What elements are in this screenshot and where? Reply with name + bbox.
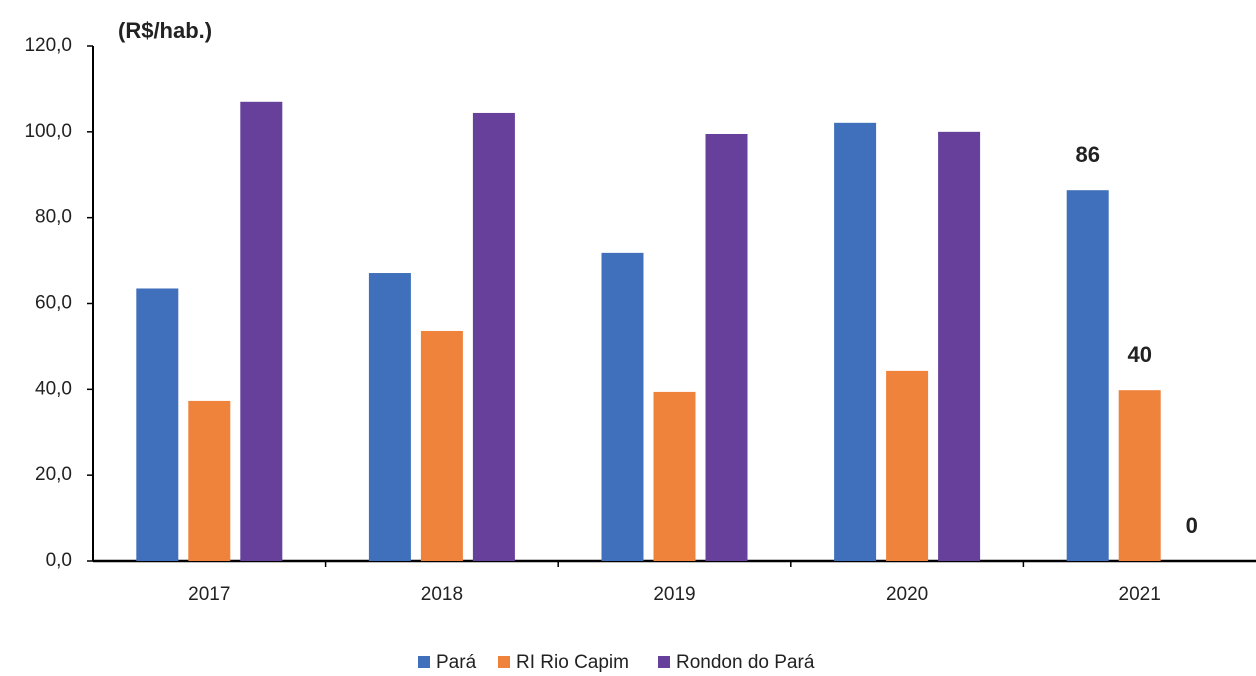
data-label: 40: [1127, 342, 1151, 367]
legend-label: RI Rio Capim: [516, 652, 629, 673]
y-tick-label: 40,0: [35, 378, 72, 399]
bar: [472, 112, 515, 561]
legend-swatch: [498, 656, 510, 668]
y-tick-label: 120,0: [24, 35, 72, 56]
bar: [240, 101, 283, 562]
bar: [653, 391, 696, 561]
y-tick-label: 0,0: [46, 550, 72, 571]
bar: [368, 273, 411, 561]
legend-label: Rondon do Pará: [676, 652, 815, 673]
x-tick-label: 2017: [188, 584, 230, 605]
data-label: 0: [1186, 513, 1198, 538]
bar: [834, 122, 877, 561]
y-tick-label: 20,0: [35, 464, 72, 485]
legend-swatch: [418, 656, 430, 668]
bar: [420, 330, 463, 561]
y-tick-label: 100,0: [24, 121, 72, 142]
x-tick-label: 2021: [1119, 584, 1161, 605]
bar: [601, 252, 644, 561]
bar: [938, 131, 981, 562]
y-tick-label: 80,0: [35, 207, 72, 228]
x-tick-label: 2020: [886, 584, 928, 605]
x-tick-label: 2018: [421, 584, 463, 605]
legend-label: Pará: [436, 652, 477, 673]
y-axis-label: (R$/hab.): [118, 18, 212, 43]
bar: [188, 400, 231, 561]
x-tick-label: 2019: [653, 584, 695, 605]
bar: [136, 288, 179, 561]
bar: [705, 133, 748, 561]
legend-swatch: [658, 656, 670, 668]
data-label: 86: [1075, 142, 1099, 167]
bar: [1118, 390, 1161, 561]
bar: [886, 370, 929, 561]
bar: [1066, 190, 1109, 561]
y-tick-label: 60,0: [35, 293, 72, 314]
